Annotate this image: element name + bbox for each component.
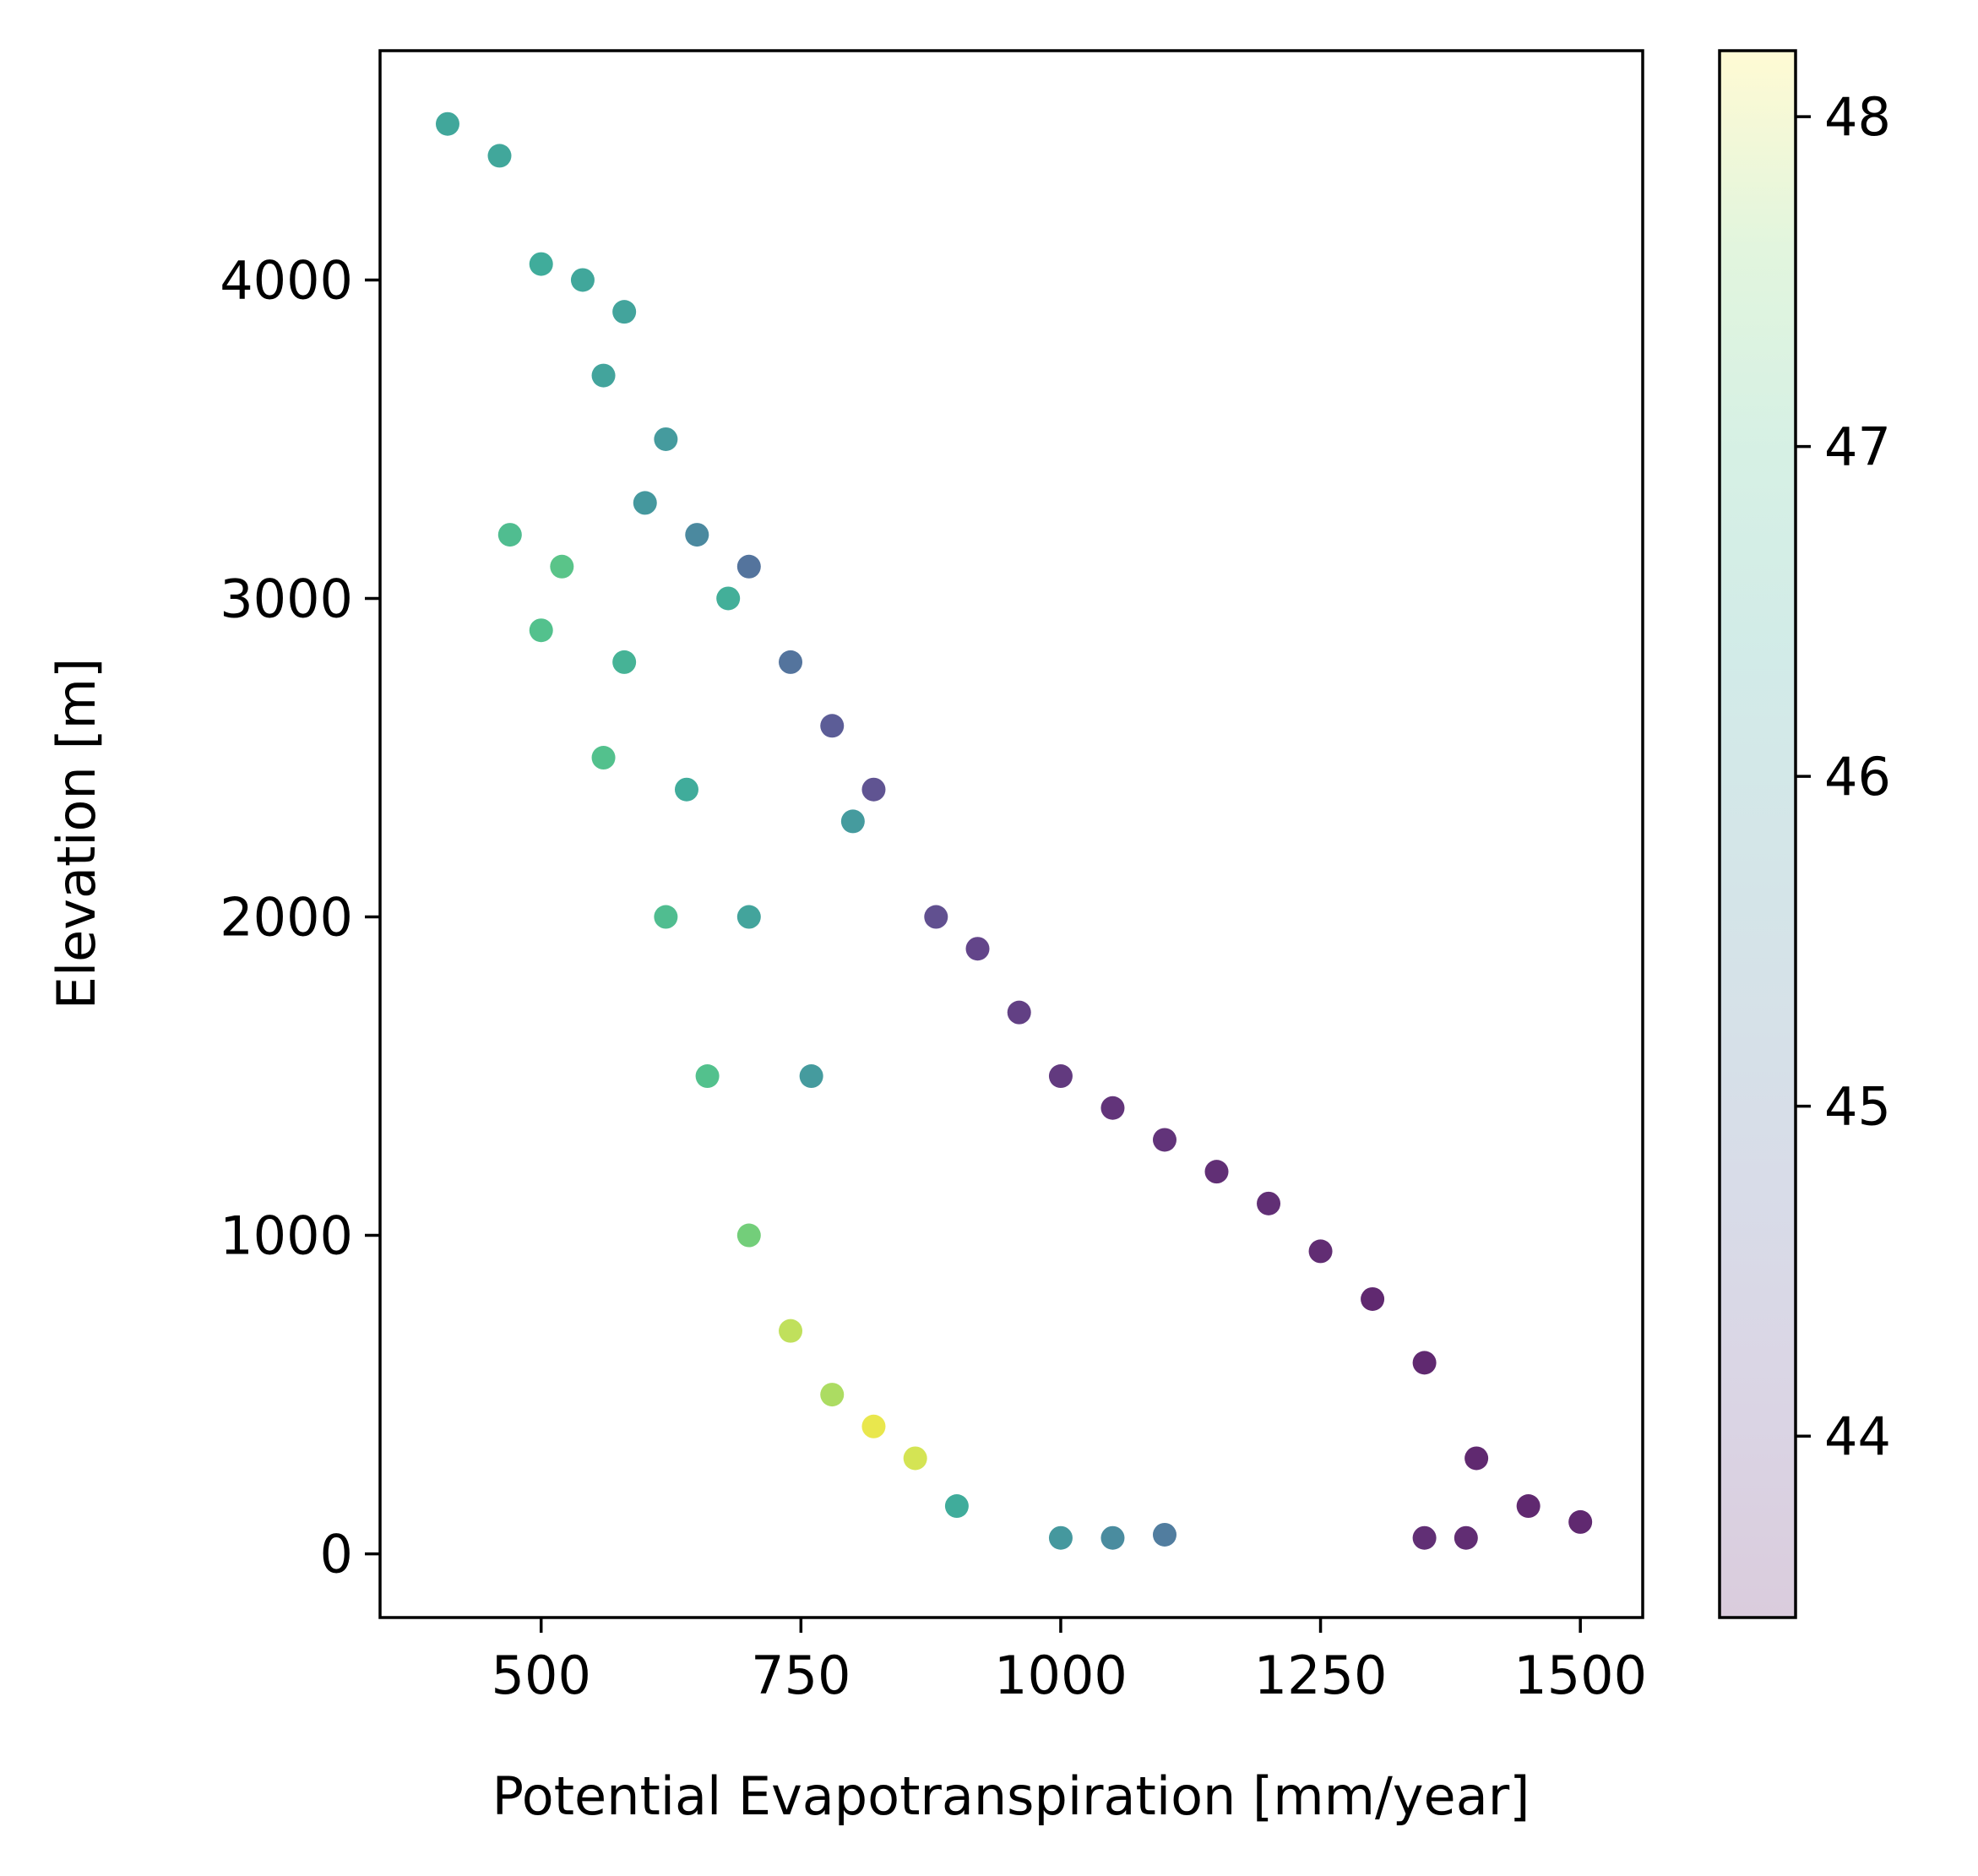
scatter-point — [799, 1064, 823, 1089]
scatter-point — [861, 1414, 886, 1438]
scatter-point — [591, 363, 616, 388]
scatter-point — [1257, 1191, 1281, 1215]
scatter-point — [736, 554, 761, 579]
colorbar-tick-label: 45 — [1824, 1076, 1891, 1138]
scatter-point — [674, 777, 698, 802]
scatter-point — [736, 1223, 761, 1248]
scatter-point — [861, 777, 886, 802]
scatter-point — [497, 523, 522, 547]
colorbar-frame — [1718, 49, 1797, 1619]
scatter-point — [736, 905, 761, 929]
scatter-point — [529, 252, 553, 276]
scatter-point — [1308, 1239, 1333, 1264]
scatter-point — [1007, 1000, 1031, 1025]
scatter-point — [903, 1446, 927, 1471]
scatter-point — [820, 1383, 845, 1407]
scatter-point — [1100, 1096, 1125, 1120]
colorbar-gradient — [1720, 51, 1796, 1618]
scatter-points — [435, 111, 1593, 1550]
scatter-point — [779, 1319, 803, 1343]
colorbar-tick-label: 48 — [1824, 86, 1891, 148]
scatter-point — [570, 268, 595, 292]
scatter-point — [1568, 1509, 1593, 1534]
scatter-point — [654, 427, 678, 451]
x-tick-label: 500 — [492, 1645, 591, 1706]
scatter-point — [695, 1064, 720, 1089]
scatter-point — [1048, 1525, 1073, 1550]
scatter-point — [529, 618, 553, 643]
scatter-point — [1048, 1064, 1073, 1089]
scatter-point — [654, 905, 678, 929]
scatter-point — [685, 523, 709, 547]
y-tick-label: 0 — [320, 1524, 353, 1585]
scatter-point — [550, 554, 574, 579]
scatter-point — [1152, 1522, 1176, 1547]
scatter-point — [924, 905, 948, 929]
x-axis: 500 750 1000 1250 1500 — [492, 1618, 1647, 1706]
scatter-point — [612, 650, 637, 674]
scatter-point — [633, 491, 657, 515]
scatter-point — [1412, 1351, 1437, 1375]
scatter-point — [820, 714, 845, 738]
scatter-point — [1204, 1160, 1229, 1184]
x-tick-label: 750 — [751, 1645, 850, 1706]
colorbar-tick-label: 47 — [1824, 416, 1891, 478]
scatter-point — [1464, 1446, 1489, 1471]
y-axis-label: Elevation [m] — [46, 658, 107, 1009]
scatter-point — [944, 1494, 969, 1519]
x-tick-label: 1000 — [994, 1645, 1128, 1706]
x-tick-label: 1250 — [1254, 1645, 1388, 1706]
scatter-point — [435, 111, 459, 136]
scatter-point — [716, 586, 741, 611]
y-tick-label: 1000 — [220, 1205, 353, 1267]
scatter-point — [591, 746, 616, 770]
y-tick-label: 4000 — [220, 249, 353, 311]
scatter-point — [1100, 1525, 1125, 1550]
y-tick-label: 2000 — [220, 887, 353, 949]
x-tick-label: 1500 — [1513, 1645, 1647, 1706]
x-axis-label: Potential Evapotranspiration [mm/year] — [492, 1765, 1530, 1827]
scatter-point — [1454, 1525, 1478, 1550]
scatter-point — [1152, 1128, 1176, 1152]
plot-frame — [378, 49, 1644, 1619]
colorbar-tick-label: 46 — [1824, 746, 1891, 807]
y-axis: 0 1000 2000 3000 4000 — [220, 249, 380, 1585]
scatter-point — [487, 144, 512, 168]
scatter-point — [1516, 1494, 1541, 1519]
scatter-point — [965, 937, 990, 961]
colorbar: 44 45 46 47 48 — [1718, 49, 1891, 1619]
scatter-point — [1412, 1525, 1437, 1550]
scatter-point — [1361, 1286, 1385, 1311]
scatter-point — [840, 809, 865, 834]
scatter-point — [779, 650, 803, 674]
scatter-point — [612, 300, 637, 324]
y-tick-label: 3000 — [220, 568, 353, 629]
colorbar-ticks: 44 45 46 47 48 — [1796, 86, 1891, 1467]
colorbar-tick-label: 44 — [1824, 1406, 1891, 1467]
